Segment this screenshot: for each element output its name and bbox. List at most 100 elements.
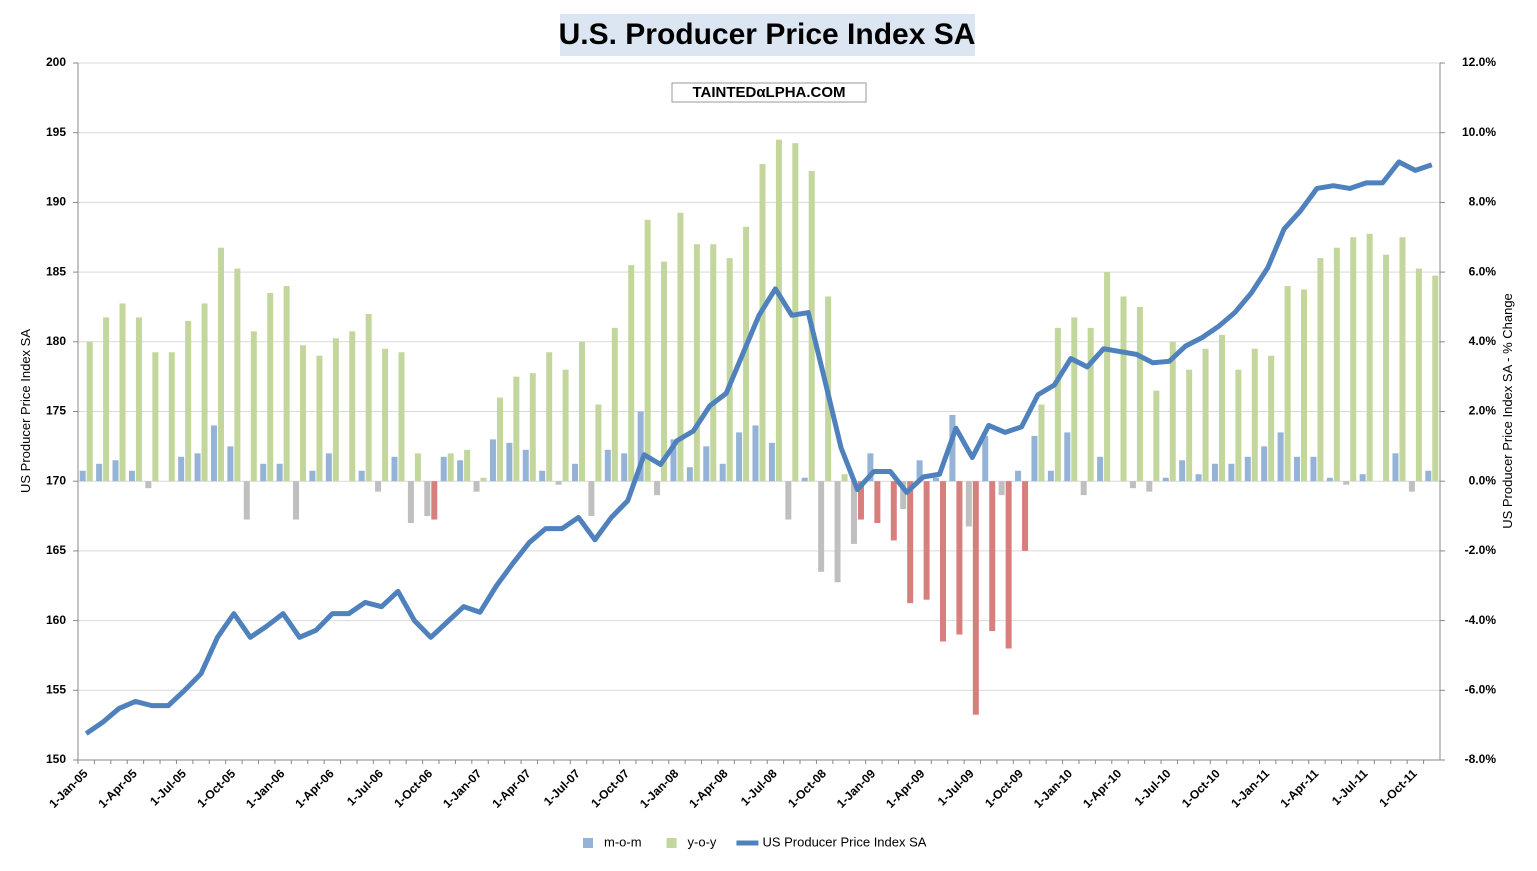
bar	[201, 303, 208, 482]
bar	[128, 470, 135, 482]
bar	[1146, 481, 1153, 492]
watermark: TAINTEDαLPHA.COM	[692, 84, 845, 101]
bar	[1277, 432, 1284, 482]
bar	[759, 164, 766, 482]
bar	[965, 481, 972, 527]
bar	[1202, 348, 1209, 482]
bar	[283, 286, 290, 482]
y2-tick-label: -8.0%	[1465, 752, 1497, 766]
y2-tick-label: -2.0%	[1465, 543, 1497, 557]
bar	[562, 369, 569, 482]
y-axis-title: US Producer Price Index SA	[18, 329, 33, 493]
bar	[801, 477, 808, 482]
y2-tick-label: 4.0%	[1469, 334, 1497, 348]
bar	[1301, 289, 1308, 482]
bar	[1284, 286, 1291, 482]
y2-tick-label: 8.0%	[1469, 195, 1497, 209]
bar	[989, 481, 996, 632]
bar	[398, 352, 405, 482]
bar	[414, 453, 421, 482]
bar	[703, 446, 710, 482]
y2-tick-label: -4.0%	[1465, 613, 1497, 627]
legend-swatch	[666, 838, 677, 848]
bar	[79, 470, 86, 482]
bar	[834, 481, 841, 583]
bar	[611, 327, 618, 482]
y2-axis-title: US Producer Price Index SA - % Change	[1500, 293, 1515, 529]
bar	[1015, 470, 1022, 482]
bar	[382, 348, 389, 482]
bar	[1228, 463, 1235, 482]
bar	[998, 481, 1005, 496]
bar	[1195, 474, 1202, 482]
bar	[1218, 334, 1225, 482]
bar	[1326, 477, 1333, 482]
bar	[686, 467, 693, 482]
bar	[850, 481, 857, 544]
bar	[1179, 460, 1186, 482]
y-tick-label: 160	[46, 613, 66, 627]
bar	[424, 481, 431, 517]
bar	[1080, 481, 1087, 496]
bar	[916, 460, 923, 482]
bar	[365, 313, 372, 482]
bar	[933, 477, 940, 482]
bar	[736, 432, 743, 482]
y-tick-label: 175	[46, 404, 66, 418]
bar	[391, 456, 398, 482]
bar	[726, 258, 733, 482]
y-tick-label: 150	[46, 752, 66, 766]
bar	[217, 247, 224, 482]
bar	[1162, 477, 1169, 482]
bar	[96, 463, 103, 482]
bar	[1251, 348, 1258, 482]
bar	[1350, 237, 1357, 482]
legend-label: US Producer Price Index SA	[762, 834, 926, 849]
bar	[152, 352, 159, 482]
bar	[628, 265, 635, 482]
bar	[1129, 481, 1136, 489]
bar	[1169, 341, 1176, 482]
bar	[644, 219, 651, 482]
legend-swatch	[583, 838, 593, 848]
bar	[1054, 327, 1061, 482]
bar	[637, 411, 644, 482]
y2-tick-label: 10.0%	[1462, 125, 1496, 139]
bar	[506, 442, 513, 482]
bar	[752, 425, 759, 482]
bar	[457, 460, 464, 482]
bar	[447, 453, 454, 482]
bar	[112, 460, 119, 482]
bar	[775, 139, 782, 482]
bar	[604, 449, 611, 482]
bar	[227, 446, 234, 482]
bar	[1359, 474, 1366, 482]
bar	[693, 244, 700, 482]
y2-tick-label: 12.0%	[1462, 55, 1496, 69]
bar	[578, 341, 585, 482]
bar	[1120, 296, 1127, 482]
bar	[1333, 247, 1340, 482]
bar	[1366, 233, 1373, 482]
chart-title: U.S. Producer Price Index SA	[559, 18, 976, 51]
bar	[375, 481, 382, 492]
bar	[546, 352, 553, 482]
bar	[1047, 470, 1054, 482]
bar	[300, 345, 307, 482]
bar	[1294, 456, 1301, 482]
bar	[332, 338, 339, 482]
bar	[119, 303, 126, 482]
bar	[1038, 404, 1045, 482]
bar	[480, 477, 487, 482]
bar	[1087, 327, 1094, 482]
title-box	[560, 14, 975, 56]
bar	[293, 481, 300, 520]
bar	[178, 456, 185, 482]
bar	[1399, 237, 1406, 482]
bar	[719, 463, 726, 482]
bar	[194, 453, 201, 482]
bar	[1383, 254, 1390, 482]
bar	[440, 456, 447, 482]
